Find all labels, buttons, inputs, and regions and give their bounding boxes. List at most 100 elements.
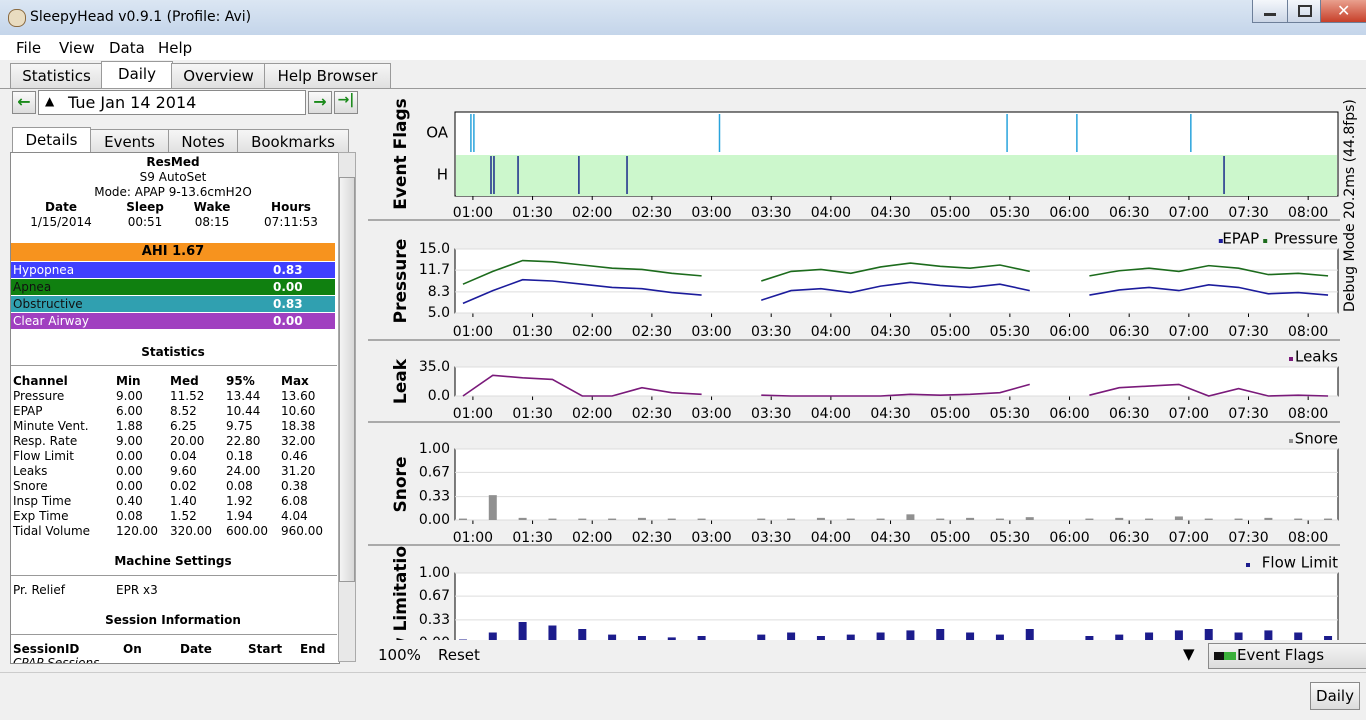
x-tick-label: 03:00: [691, 406, 731, 422]
scroll-thumb[interactable]: [339, 177, 355, 582]
index-value: 0.83: [273, 297, 303, 311]
stats-cell: 120.00: [116, 524, 158, 538]
index-name: Obstructive: [13, 297, 83, 311]
stats-cell: 20.00: [170, 434, 205, 448]
x-tick-label: 05:30: [990, 205, 1030, 221]
series-bar: [936, 629, 945, 640]
graph-select[interactable]: Event Flags: [1208, 643, 1366, 669]
x-tick-label: 06:00: [1049, 324, 1089, 340]
minimize-button[interactable]: [1252, 0, 1288, 23]
graph-panel: Leak 01:00 01:30 02:00 02:30 03:00 03:30 04:00 0…: [368, 348, 1340, 423]
series-bar: [846, 518, 855, 520]
close-button[interactable]: ✕: [1320, 0, 1366, 23]
machine-model: S9 AutoSet: [139, 170, 207, 184]
x-tick-label: 01:30: [512, 324, 552, 340]
flag-label: H: [437, 166, 448, 184]
summary-header: Wake: [193, 200, 231, 214]
summary-header: Sleep: [126, 200, 164, 214]
stats-cell: 0.04: [170, 449, 197, 463]
legend-swatch: [1289, 439, 1293, 443]
graph-title: Flow Limitation: [391, 534, 411, 670]
dropdown-arrow[interactable]: ▼: [1183, 645, 1195, 663]
summary-value: 1/15/2014: [30, 215, 92, 229]
last-day-button[interactable]: →|: [334, 91, 358, 114]
reset-button[interactable]: Reset: [438, 646, 480, 664]
ahi-bar: AHI 1.67: [11, 243, 335, 261]
scrollbar[interactable]: [338, 152, 356, 662]
stats-cell: 9.00: [116, 389, 143, 403]
series-bar: [697, 636, 706, 640]
series-bar: [1294, 518, 1303, 520]
graph-title: Leak: [391, 358, 411, 404]
x-tick-label: 06:00: [1049, 530, 1089, 546]
x-tick-label: 05:00: [930, 530, 970, 546]
series-bar: [667, 518, 676, 520]
series-bar: [637, 517, 646, 520]
stats-cell: 6.00: [116, 404, 143, 418]
x-tick-label: 05:00: [930, 406, 970, 422]
prev-day-button[interactable]: ←: [12, 91, 36, 114]
x-tick-label: 01:00: [453, 530, 493, 546]
x-tick-label: 05:00: [930, 205, 970, 221]
x-tick-label: 03:30: [751, 205, 791, 221]
series-bar: [578, 518, 587, 520]
x-tick-label: 07:00: [1169, 205, 1209, 221]
stats-cell: Insp Time: [13, 494, 72, 508]
series-bar: [697, 518, 706, 520]
session-header: Start: [248, 642, 283, 656]
status-button[interactable]: Daily: [1310, 682, 1360, 710]
icon: [1214, 652, 1224, 660]
y-tick-label: 8.3: [428, 284, 450, 300]
x-tick-label: 04:30: [870, 530, 910, 546]
stats-header: Min: [116, 374, 141, 388]
subtab[interactable]: Bookmarks: [237, 129, 349, 153]
tab-active[interactable]: Daily: [101, 61, 173, 89]
series-line: [1089, 284, 1329, 296]
tab[interactable]: Overview: [171, 63, 266, 88]
y-tick-label: 0.00: [419, 512, 450, 528]
x-tick-label: 08:00: [1288, 530, 1328, 546]
date-picker[interactable]: ▲ Tue Jan 14 2014: [38, 90, 306, 115]
series-bar: [518, 622, 527, 640]
next-day-button[interactable]: →: [308, 91, 332, 114]
index-row: [11, 296, 335, 312]
x-tick-label: 01:00: [453, 324, 493, 340]
x-tick-label: 03:30: [751, 406, 791, 422]
stats-cell: 0.38: [281, 479, 308, 493]
series-bar: [518, 517, 527, 520]
tab[interactable]: Statistics: [10, 63, 103, 88]
stats-cell: EPAP: [13, 404, 43, 418]
stats-cell: Minute Vent.: [13, 419, 89, 433]
y-tick-label: 0.33: [419, 489, 450, 505]
series-bar: [1264, 630, 1273, 640]
y-tick-label: 0.67: [419, 464, 450, 480]
series-bar: [1115, 634, 1124, 640]
stats-cell: 0.08: [226, 479, 253, 493]
subtab-active[interactable]: Details: [12, 127, 91, 153]
series-bar: [458, 518, 467, 520]
menu-item[interactable]: File: [16, 39, 42, 57]
y-tick-label: 1.00: [419, 441, 450, 457]
menu-item[interactable]: Help: [158, 39, 193, 57]
x-tick-label: 07:00: [1169, 324, 1209, 340]
series-bar: [1085, 636, 1094, 640]
arrow-icon: ▲: [45, 94, 55, 108]
stats-cell: 10.60: [281, 404, 316, 418]
stats-cell: 24.00: [226, 464, 261, 478]
stats-cell: 22.80: [226, 434, 261, 448]
subtab[interactable]: Events: [90, 129, 169, 153]
series-bar: [608, 634, 617, 640]
stats-cell: 13.44: [226, 389, 261, 403]
subtab[interactable]: Notes: [168, 129, 238, 153]
index-row: [11, 279, 335, 295]
menu-item[interactable]: Data: [109, 39, 145, 57]
legend-swatch: [1263, 239, 1268, 243]
menu-item[interactable]: View: [59, 39, 95, 57]
index-row: [11, 313, 335, 329]
x-tick-label: 05:30: [990, 530, 1030, 546]
x-tick-label: 06:30: [1109, 406, 1149, 422]
x-tick-label: 04:00: [811, 205, 851, 221]
maximize-button[interactable]: [1287, 0, 1321, 23]
tab[interactable]: Help Browser: [264, 63, 391, 88]
details-panel: ResMed S9 AutoSet Mode: APAP 9-13.6cmH2O…: [10, 152, 340, 664]
